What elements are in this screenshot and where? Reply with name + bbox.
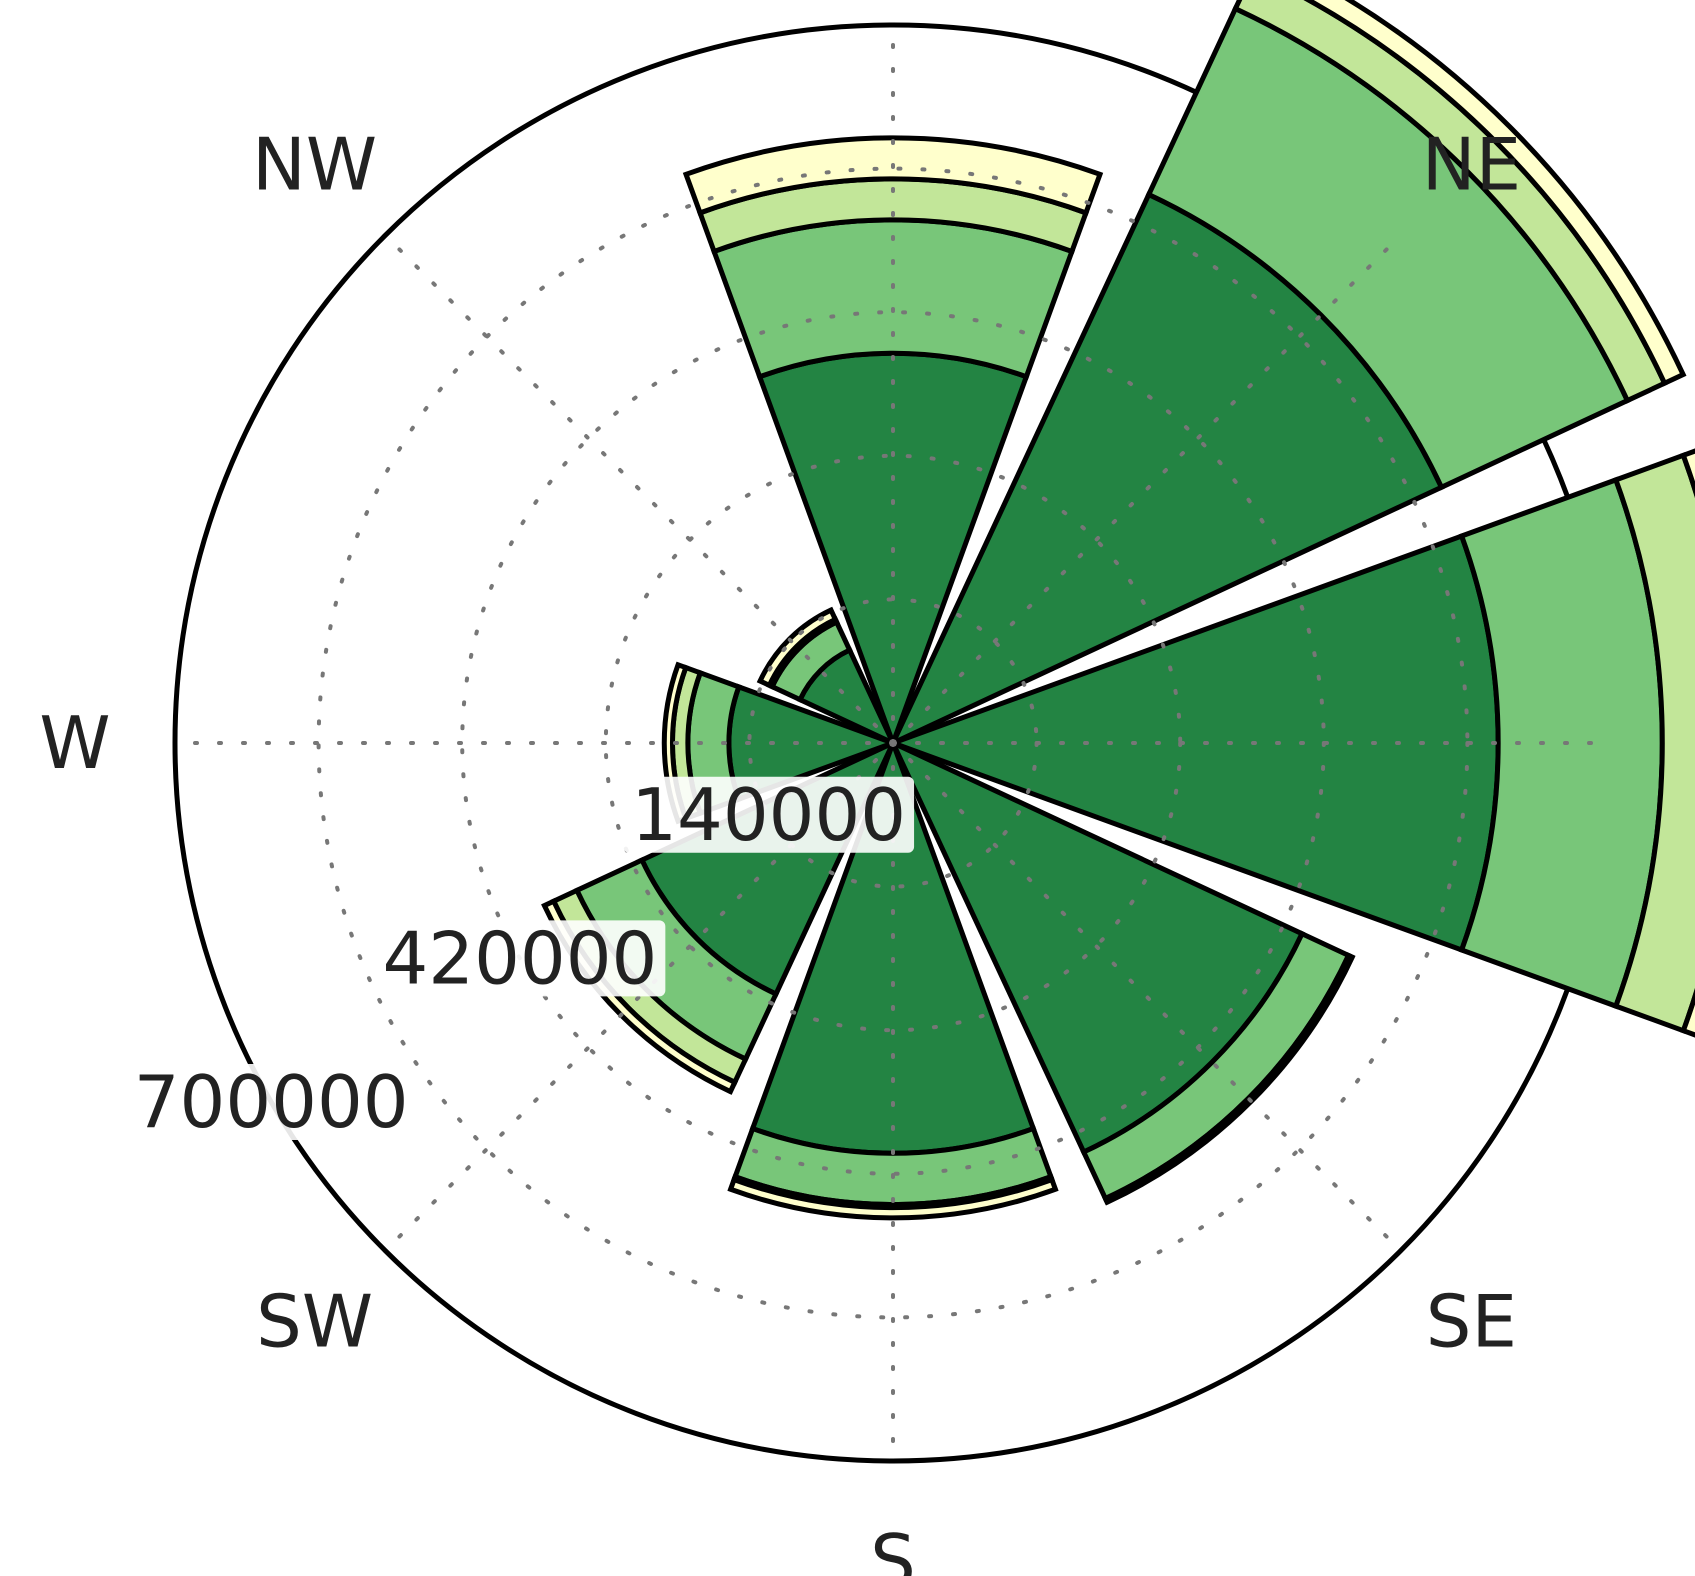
- wedge-ne-bin-4: [1303, 0, 1687, 387]
- radial-tick-bg: [623, 776, 915, 853]
- wedge-s-bin-4: [727, 1176, 1059, 1221]
- grid-layer: [173, 23, 1613, 1463]
- direction-labels: NE E SE S SW W NW: [39, 123, 1695, 1576]
- direction-label-sw: SW: [256, 1279, 373, 1363]
- radial-tick-labels: 140000 420000 700000: [125, 773, 915, 1144]
- wedge-nw-bin-4: [756, 606, 839, 689]
- wedge-n-bin-2: [710, 217, 1076, 380]
- radial-tick-label: 700000: [125, 1060, 417, 1144]
- radial-tick-text: 700000: [134, 1060, 409, 1144]
- grid-spoke: [891, 233, 1403, 745]
- grid-spoke: [383, 233, 895, 745]
- direction-label-nw: NW: [252, 123, 377, 207]
- direction-label-w: W: [39, 701, 110, 785]
- wedge-n-bin-4: [682, 135, 1104, 217]
- direction-label-se: SE: [1426, 1279, 1517, 1363]
- wedge-sw-bin-4: [541, 897, 739, 1095]
- radial-tick-label: 140000: [623, 773, 915, 857]
- wedge-se-bin-4: [1103, 953, 1356, 1206]
- radial-tick-text: 420000: [382, 916, 657, 1000]
- radial-tick-label: 420000: [374, 916, 666, 1000]
- direction-label-e: E: [1688, 701, 1695, 785]
- direction-label-ne: NE: [1422, 123, 1521, 207]
- radial-tick-bg: [125, 1064, 417, 1140]
- radial-tick-text: 140000: [631, 773, 906, 857]
- radial-tick-bg: [374, 920, 666, 997]
- grid-spoke: [891, 741, 1403, 1253]
- direction-label-s: S: [870, 1519, 916, 1576]
